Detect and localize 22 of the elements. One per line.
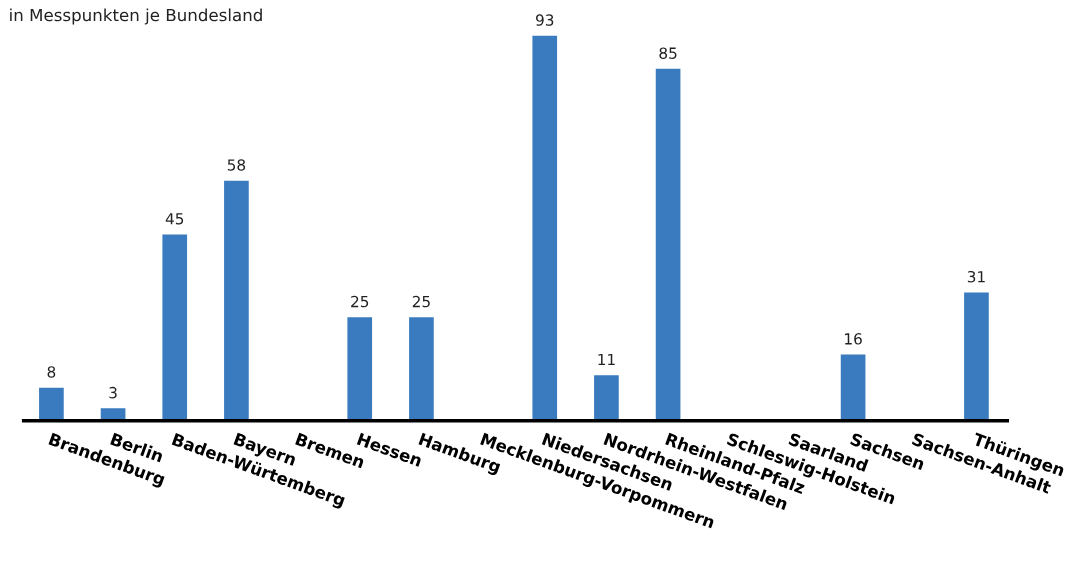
data-label: 58 bbox=[227, 159, 246, 171]
chart-subtitle: in Messpunkten je Bundesland bbox=[10, 8, 262, 25]
bar bbox=[532, 35, 558, 421]
data-label: 25 bbox=[412, 295, 430, 308]
bar bbox=[594, 375, 619, 421]
bar bbox=[162, 234, 188, 421]
bar bbox=[347, 317, 373, 421]
data-label: 16 bbox=[845, 333, 862, 345]
bar bbox=[964, 292, 989, 421]
data-label: 45 bbox=[165, 213, 184, 225]
data-label: 93 bbox=[536, 14, 554, 26]
bar bbox=[840, 354, 866, 421]
data-label: 8 bbox=[47, 366, 56, 378]
data-label: 11 bbox=[598, 353, 615, 366]
data-label: 3 bbox=[109, 386, 117, 399]
data-label: 85 bbox=[659, 47, 677, 59]
bar bbox=[39, 387, 64, 421]
data-label: 25 bbox=[351, 295, 369, 308]
bar bbox=[224, 180, 249, 421]
bar bbox=[655, 68, 681, 421]
bar bbox=[409, 317, 434, 421]
data-label: 31 bbox=[967, 270, 985, 283]
